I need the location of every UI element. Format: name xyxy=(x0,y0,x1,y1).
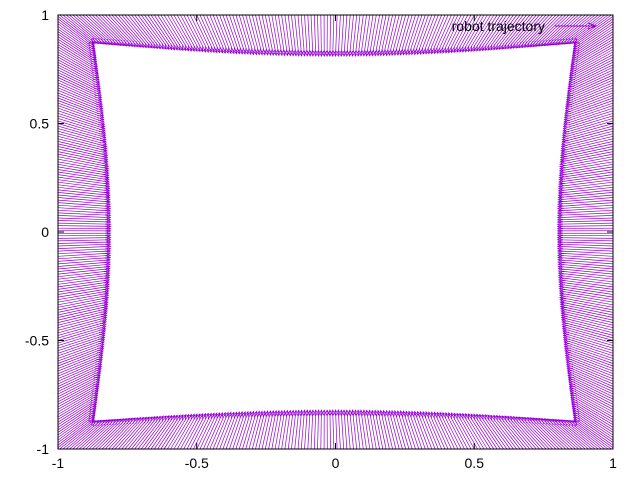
legend-label: robot trajectory xyxy=(452,18,545,34)
y-tick-label: -0.5 xyxy=(25,333,49,349)
x-tick-label: -1 xyxy=(52,455,65,471)
y-tick-label: 0 xyxy=(41,224,49,240)
x-tick-label: 0.5 xyxy=(465,455,485,471)
y-tick-label: -1 xyxy=(37,441,50,457)
x-tick-label: 1 xyxy=(609,455,617,471)
legend: robot trajectory xyxy=(452,18,598,34)
trajectory-arrows xyxy=(57,14,614,450)
legend-sample-arrowhead xyxy=(587,22,598,30)
y-axis: -1 -0.5 0 0.5 1 xyxy=(25,7,613,457)
x-tick-label: -0.5 xyxy=(185,455,209,471)
x-axis: -1 -0.5 0 0.5 1 xyxy=(52,15,617,471)
y-tick-label: 0.5 xyxy=(30,116,50,132)
plot-frame xyxy=(57,14,614,450)
x-tick-label: 0 xyxy=(332,455,340,471)
arrow-set xyxy=(57,14,614,450)
y-tick-label: 1 xyxy=(41,7,49,23)
